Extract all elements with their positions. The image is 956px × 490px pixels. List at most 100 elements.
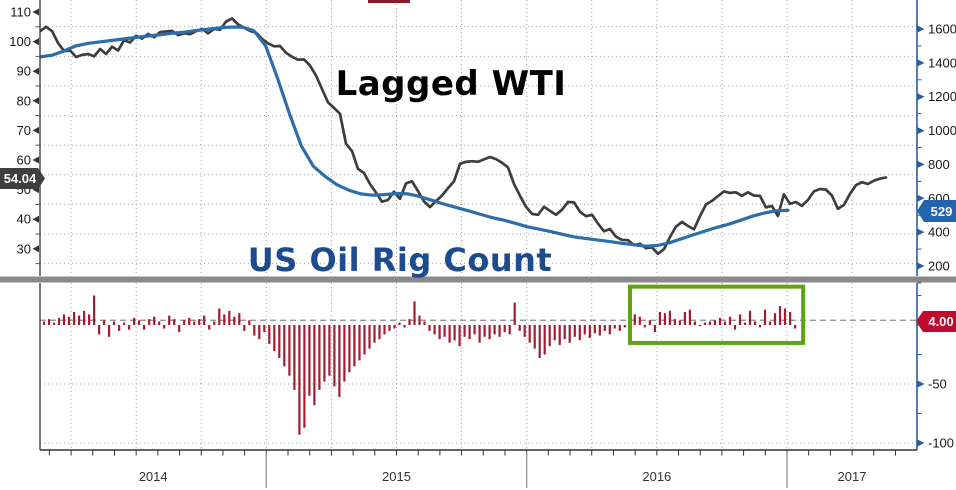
- bar: [178, 325, 181, 333]
- bar: [368, 325, 371, 349]
- bar: [173, 319, 176, 325]
- axis-tick-label: 1000: [928, 123, 956, 138]
- bar: [283, 325, 286, 367]
- bar: [123, 322, 126, 325]
- bar: [398, 322, 401, 325]
- bar: [763, 309, 767, 325]
- bar: [218, 308, 221, 325]
- axis-tick-label: 100: [9, 34, 31, 49]
- bar: [303, 325, 306, 428]
- bar: [748, 310, 752, 325]
- bar: [623, 325, 626, 328]
- tick-arrow: [917, 262, 925, 270]
- bar: [548, 325, 551, 347]
- weekly-change-last-badge: 4.00: [916, 311, 956, 332]
- axis-tick-label: 70: [17, 123, 31, 138]
- bar: [62, 314, 66, 325]
- axis-tick-label: 200: [928, 259, 950, 274]
- bar: [263, 325, 266, 333]
- bar: [558, 325, 561, 346]
- wti-last-price-badge: 54.04: [0, 168, 45, 189]
- tick-arrow: [32, 38, 39, 46]
- bar: [794, 325, 797, 329]
- bar: [57, 317, 61, 325]
- bar: [383, 325, 386, 335]
- axis-tick-label: 400: [928, 225, 950, 240]
- bar: [88, 314, 91, 325]
- bar: [128, 325, 131, 330]
- bar: [503, 325, 506, 333]
- bar: [153, 316, 156, 325]
- bar: [133, 317, 136, 325]
- bar: [158, 321, 161, 325]
- bar: [778, 306, 782, 325]
- bar: [483, 325, 486, 337]
- tick-arrow: [917, 160, 925, 168]
- bar: [238, 313, 241, 325]
- bar: [233, 316, 236, 325]
- bar: [728, 316, 732, 325]
- tick-arrow: [32, 67, 39, 75]
- bar: [403, 325, 406, 328]
- bar: [683, 312, 686, 325]
- bar: [298, 325, 301, 435]
- bar: [563, 325, 566, 340]
- x-axis: 2014 2015 2016 2017: [48, 450, 896, 488]
- bar: [52, 322, 56, 325]
- bar: [73, 312, 76, 325]
- bar: [453, 325, 456, 341]
- bar: [498, 325, 501, 337]
- bar: [789, 312, 792, 325]
- axis-tick-label: 30: [17, 241, 31, 256]
- bar: [428, 325, 431, 331]
- bar: [208, 325, 211, 330]
- bar: [203, 315, 206, 325]
- bar: [468, 325, 471, 340]
- bar: [308, 325, 311, 396]
- bar: [688, 309, 691, 325]
- bar: [448, 325, 451, 343]
- bar: [633, 314, 636, 325]
- bar: [408, 319, 411, 325]
- bar: [738, 314, 742, 325]
- axis-tick-label: 40: [17, 212, 31, 227]
- bar: [673, 319, 676, 325]
- bar: [183, 320, 186, 325]
- bar: [143, 325, 146, 330]
- bar: [743, 322, 747, 325]
- bar: [118, 325, 121, 331]
- bar: [668, 310, 671, 325]
- bar: [168, 315, 171, 325]
- bar: [613, 325, 616, 329]
- bar: [768, 321, 772, 325]
- bar: [458, 325, 461, 347]
- bar: [278, 325, 281, 358]
- bar: [553, 325, 556, 341]
- bar: [228, 310, 231, 325]
- bar: [703, 322, 706, 325]
- bar: [733, 325, 737, 330]
- bar: [193, 321, 196, 325]
- bar: [658, 312, 661, 325]
- tick-arrow: [917, 439, 925, 447]
- bar: [608, 325, 611, 335]
- bar: [213, 321, 216, 325]
- highlight-box: [628, 284, 806, 345]
- bar: [393, 325, 396, 329]
- bar: [93, 295, 96, 325]
- bar: [603, 325, 606, 331]
- bar: [723, 321, 727, 325]
- bar: [578, 325, 581, 341]
- rig-count-line: [40, 25, 790, 248]
- bar: [98, 325, 101, 335]
- tick-arrow: [32, 245, 39, 253]
- bar: [67, 316, 71, 325]
- bar: [353, 325, 356, 367]
- axis-tick-label: 60: [17, 153, 31, 168]
- clipped-red-artifact: [368, 0, 410, 3]
- bar: [163, 325, 166, 329]
- bar: [363, 325, 366, 355]
- year-label: 2014: [139, 469, 168, 484]
- bar: [493, 325, 496, 335]
